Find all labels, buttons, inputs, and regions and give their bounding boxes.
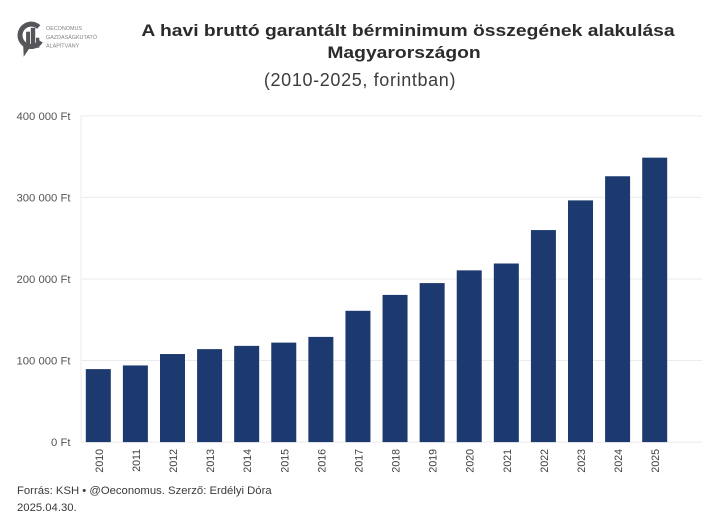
svg-text:ALAPÍTVÁNY: ALAPÍTVÁNY — [46, 42, 80, 49]
svg-text:2021: 2021 — [502, 449, 514, 473]
svg-text:100 000 Ft: 100 000 Ft — [16, 356, 71, 368]
svg-text:2013: 2013 — [205, 449, 217, 473]
svg-text:2020: 2020 — [465, 449, 477, 473]
svg-text:2022: 2022 — [539, 449, 551, 473]
svg-text:400 000 Ft: 400 000 Ft — [16, 111, 71, 123]
svg-text:2014: 2014 — [242, 449, 254, 473]
svg-text:200 000 Ft: 200 000 Ft — [16, 274, 71, 286]
svg-text:0 Ft: 0 Ft — [51, 437, 71, 449]
svg-text:2015: 2015 — [279, 449, 291, 473]
svg-text:2011: 2011 — [131, 449, 143, 472]
svg-text:GAZDASÁGKUTATÓ: GAZDASÁGKUTATÓ — [46, 34, 97, 41]
svg-text:2016: 2016 — [316, 449, 328, 473]
svg-text:2010: 2010 — [94, 449, 106, 473]
svg-text:300 000 Ft: 300 000 Ft — [16, 192, 71, 204]
svg-text:2025: 2025 — [650, 449, 662, 473]
svg-text:2012: 2012 — [168, 449, 180, 473]
svg-text:2017: 2017 — [353, 449, 365, 473]
svg-text:2024: 2024 — [613, 449, 625, 473]
svg-text:OECONOMUS: OECONOMUS — [46, 26, 82, 32]
svg-text:2018: 2018 — [391, 449, 403, 473]
svg-text:2023: 2023 — [576, 449, 588, 473]
svg-text:2019: 2019 — [428, 449, 440, 473]
